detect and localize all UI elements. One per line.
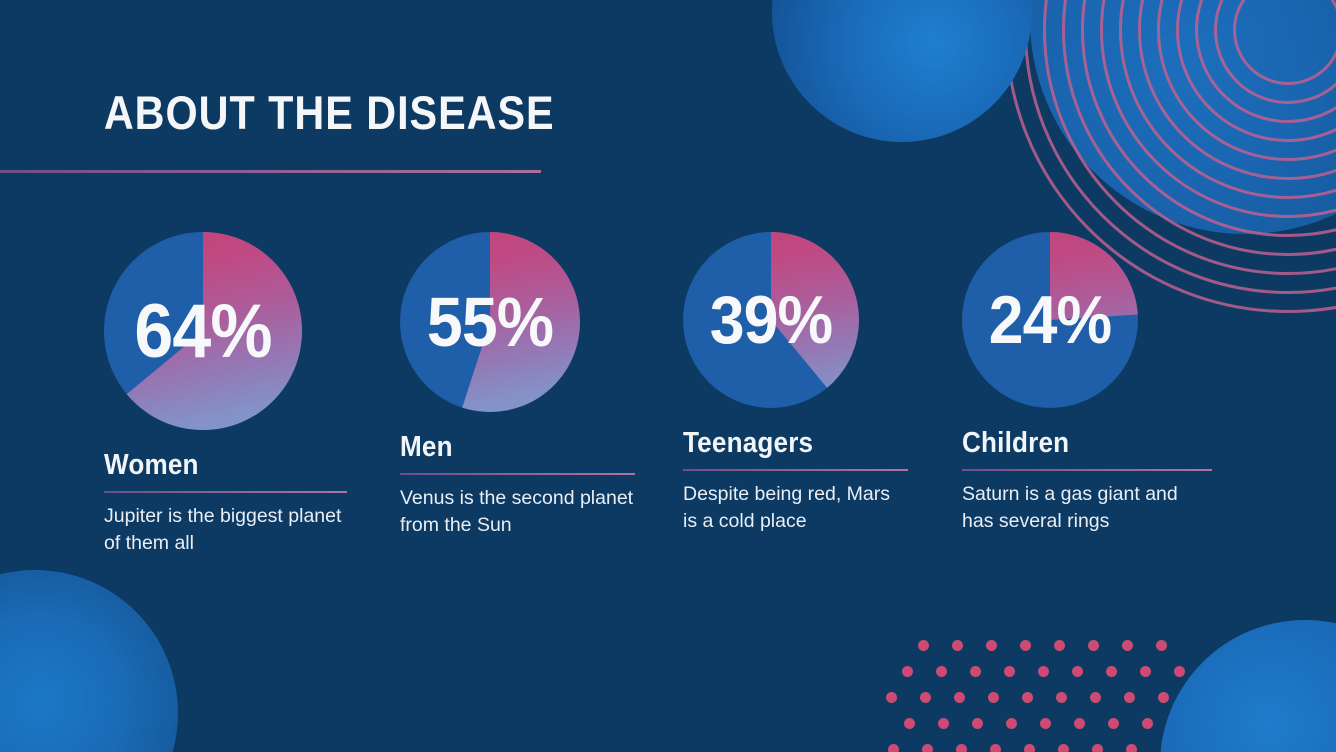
decorative-dot: [954, 692, 965, 703]
decorative-sphere-bottom-right: [1160, 620, 1336, 752]
stat-divider: [104, 491, 347, 493]
decorative-dot: [1090, 692, 1101, 703]
decorative-dot: [1122, 640, 1133, 651]
decorative-dot: [1024, 744, 1035, 752]
stat-caption: Men Venus is the second planet from the S…: [400, 430, 635, 539]
decorative-dot: [1124, 692, 1135, 703]
decorative-dot: [1054, 640, 1065, 651]
pie-slice-highlight: [1050, 232, 1138, 320]
stat-label: Women: [104, 449, 199, 481]
decorative-dot: [988, 692, 999, 703]
stat-description: Saturn is a gas giant and has several ri…: [962, 483, 1178, 532]
decorative-dot: [952, 640, 963, 651]
decorative-dot: [888, 744, 899, 752]
stat-caption: Teenagers Despite being red, Mars is a co…: [683, 426, 908, 535]
stat-description: Despite being red, Mars is a cold place: [683, 483, 891, 532]
decorative-dot: [886, 692, 897, 703]
decorative-ring: [1233, 0, 1336, 85]
decorative-dot: [904, 718, 915, 729]
decorative-dot: [1004, 666, 1015, 677]
decorative-dot: [1020, 640, 1031, 651]
stat-card: 64% Women Jupiter is the biggest planet of…: [104, 232, 347, 557]
decorative-dot: [938, 718, 949, 729]
decorative-dot: [1108, 718, 1119, 729]
stat-label: Teenagers: [683, 427, 814, 459]
stat-label: Children: [962, 427, 1070, 459]
stat-card: 39% Teenagers Despite being red, Mars is a…: [683, 232, 908, 535]
decorative-dot: [920, 692, 931, 703]
decorative-dot: [1126, 744, 1137, 752]
pie-value-label: 39%: [709, 282, 833, 358]
decorative-dot: [1056, 692, 1067, 703]
stat-card: 55% Men Venus is the second planet from th…: [400, 232, 635, 539]
pie-chart-graphic: 55%: [400, 232, 580, 412]
decorative-dot: [972, 718, 983, 729]
decorative-dot: [1142, 718, 1153, 729]
title-underline: [0, 170, 541, 173]
stat-description: Venus is the second planet from the Sun: [400, 487, 634, 536]
pie-value-label: 55%: [426, 283, 554, 361]
decorative-dot: [1074, 718, 1085, 729]
decorative-dot: [1158, 692, 1169, 703]
decorative-dot: [918, 640, 929, 651]
decorative-dot: [1106, 666, 1117, 677]
decorative-dot: [1006, 718, 1017, 729]
pie-chart: 55%: [400, 232, 635, 412]
stat-divider: [683, 469, 908, 471]
pie-value-label: 64%: [134, 288, 272, 374]
decorative-dot: [1058, 744, 1069, 752]
decorative-dot: [956, 744, 967, 752]
decorative-dot: [922, 744, 933, 752]
decorative-dot: [1072, 666, 1083, 677]
decorative-dot: [986, 640, 997, 651]
stat-caption: Women Jupiter is the biggest planet of th…: [104, 448, 347, 557]
decorative-dot: [1174, 666, 1185, 677]
decorative-dot: [1038, 666, 1049, 677]
stat-divider: [400, 473, 635, 475]
decorative-dot: [990, 744, 1001, 752]
pie-chart-graphic: 64%: [104, 232, 302, 430]
decorative-dot: [1092, 744, 1103, 752]
pie-chart-graphic: 39%: [683, 232, 859, 408]
stat-divider: [962, 469, 1212, 471]
title-block: ABOUT THE DISEASE: [0, 86, 1336, 173]
pie-chart-graphic: 24%: [962, 232, 1138, 408]
stat-caption: Children Saturn is a gas giant and has se…: [962, 426, 1212, 535]
decorative-dot-grid: [878, 636, 1185, 752]
stats-row: 64% Women Jupiter is the biggest planet of…: [0, 232, 1336, 632]
decorative-dot: [970, 666, 981, 677]
pie-chart: 24%: [962, 232, 1212, 408]
pie-chart: 39%: [683, 232, 908, 408]
decorative-dot: [1156, 640, 1167, 651]
decorative-dot: [936, 666, 947, 677]
stat-description: Jupiter is the biggest planet of them al…: [104, 505, 342, 554]
stat-card: 24% Children Saturn is a gas giant and has…: [962, 232, 1212, 535]
stat-label: Men: [400, 431, 453, 463]
decorative-dot: [902, 666, 913, 677]
decorative-dot: [1022, 692, 1033, 703]
page-title: ABOUT THE DISEASE: [103, 86, 555, 139]
decorative-dot: [1140, 666, 1151, 677]
decorative-dot: [1088, 640, 1099, 651]
pie-chart: 64%: [104, 232, 347, 430]
pie-value-label: 24%: [988, 282, 1112, 358]
decorative-dot: [1040, 718, 1051, 729]
